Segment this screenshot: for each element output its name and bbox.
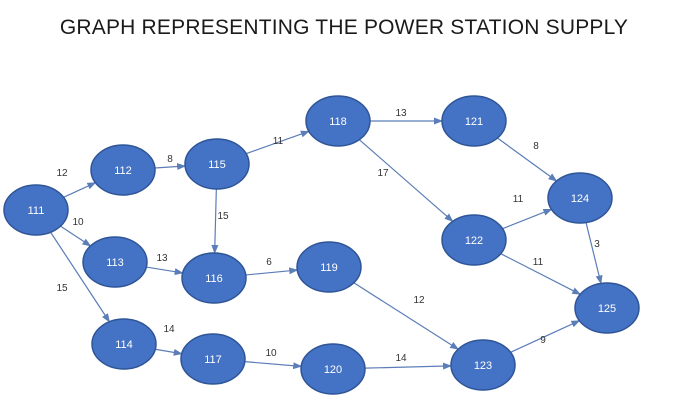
node-label: 120 <box>324 364 342 376</box>
edge-weight-label: 17 <box>377 168 389 179</box>
edge-116-119 <box>245 267 299 276</box>
edge-weight-label: 14 <box>395 353 407 364</box>
edge-115-118 <box>245 130 310 155</box>
node-112: 112 <box>90 144 156 196</box>
node-124: 124 <box>547 172 613 224</box>
node-label: 117 <box>204 354 222 366</box>
edge-115-116 <box>211 188 219 255</box>
nodes-layer: 1111121131141151161171181191201211221231… <box>3 95 640 395</box>
node-116: 116 <box>181 252 247 304</box>
edge-112-115 <box>154 163 187 171</box>
node-circle <box>3 184 69 236</box>
edge-weight-label: 12 <box>56 168 68 179</box>
node-circle <box>547 172 613 224</box>
node-label: 111 <box>28 205 45 217</box>
edge-119-123 <box>353 282 460 350</box>
edge-weight-label: 3 <box>594 239 600 250</box>
edge-118-122 <box>358 139 454 223</box>
edge-weight-label: 11 <box>513 194 524 205</box>
node-label: 116 <box>205 273 223 285</box>
node-118: 118 <box>305 95 371 147</box>
edge-122-125 <box>500 253 582 295</box>
node-125: 125 <box>574 282 640 334</box>
node-label: 115 <box>208 159 226 171</box>
diagram-title: GRAPH REPRESENTING THE POWER STATION SUP… <box>59 16 629 39</box>
node-121: 121 <box>441 95 507 147</box>
node-113: 113 <box>82 236 148 288</box>
node-circle <box>184 138 250 190</box>
edge-weight-label: 15 <box>217 211 229 222</box>
node-label: 121 <box>465 116 483 128</box>
edge-114-117 <box>155 348 183 356</box>
edge-weight-label: 9 <box>540 335 546 346</box>
node-circle <box>441 95 507 147</box>
edge-weight-label: 13 <box>395 108 407 119</box>
node-120: 120 <box>300 343 366 395</box>
node-123: 123 <box>450 339 516 391</box>
edge-weight-label: 13 <box>156 253 168 264</box>
edge-weight-label: 14 <box>163 324 175 335</box>
node-label: 122 <box>465 235 483 247</box>
node-122: 122 <box>441 214 507 266</box>
node-119: 119 <box>296 241 362 293</box>
edge-111-114 <box>50 231 110 323</box>
node-circle <box>574 282 640 334</box>
edge-weight-label: 6 <box>266 257 272 268</box>
edge-117-120 <box>244 361 303 370</box>
node-label: 124 <box>571 193 589 205</box>
node-circle <box>300 343 366 395</box>
edge-weight-label: 8 <box>167 154 173 165</box>
node-circle <box>91 318 157 370</box>
node-label: 113 <box>106 257 124 269</box>
node-label: 119 <box>320 262 338 274</box>
node-114: 114 <box>91 318 157 370</box>
node-circle <box>180 333 246 385</box>
node-label: 123 <box>474 360 492 372</box>
node-label: 118 <box>329 116 347 128</box>
node-circle <box>450 339 516 391</box>
node-circle <box>82 236 148 288</box>
edge-111-113 <box>60 225 92 247</box>
node-label: 112 <box>114 165 132 177</box>
edge-124-125 <box>585 222 603 285</box>
edge-121-124 <box>497 137 558 182</box>
edge-weight-label: 11 <box>533 257 544 268</box>
node-circle <box>181 252 247 304</box>
edge-122-124 <box>502 208 553 230</box>
edge-111-112 <box>63 182 97 198</box>
node-115: 115 <box>184 138 250 190</box>
node-circle <box>441 214 507 266</box>
edge-weight-label: 15 <box>56 283 68 294</box>
edge-weight-label: 12 <box>413 295 425 306</box>
edge-weight-label: 8 <box>533 141 539 152</box>
edge-120-123 <box>364 362 453 370</box>
edge-123-125 <box>510 320 581 353</box>
node-117: 117 <box>180 333 246 385</box>
node-111: 111 <box>3 184 69 236</box>
edge-weight-label: 10 <box>265 348 277 359</box>
node-label: 114 <box>115 339 133 351</box>
edge-weight-label: 11 <box>273 136 284 147</box>
edge-113-116 <box>146 266 184 276</box>
node-circle <box>296 241 362 293</box>
node-circle <box>90 144 156 196</box>
node-circle <box>305 95 371 147</box>
edge-weight-label: 10 <box>72 217 84 228</box>
node-label: 125 <box>598 303 616 315</box>
